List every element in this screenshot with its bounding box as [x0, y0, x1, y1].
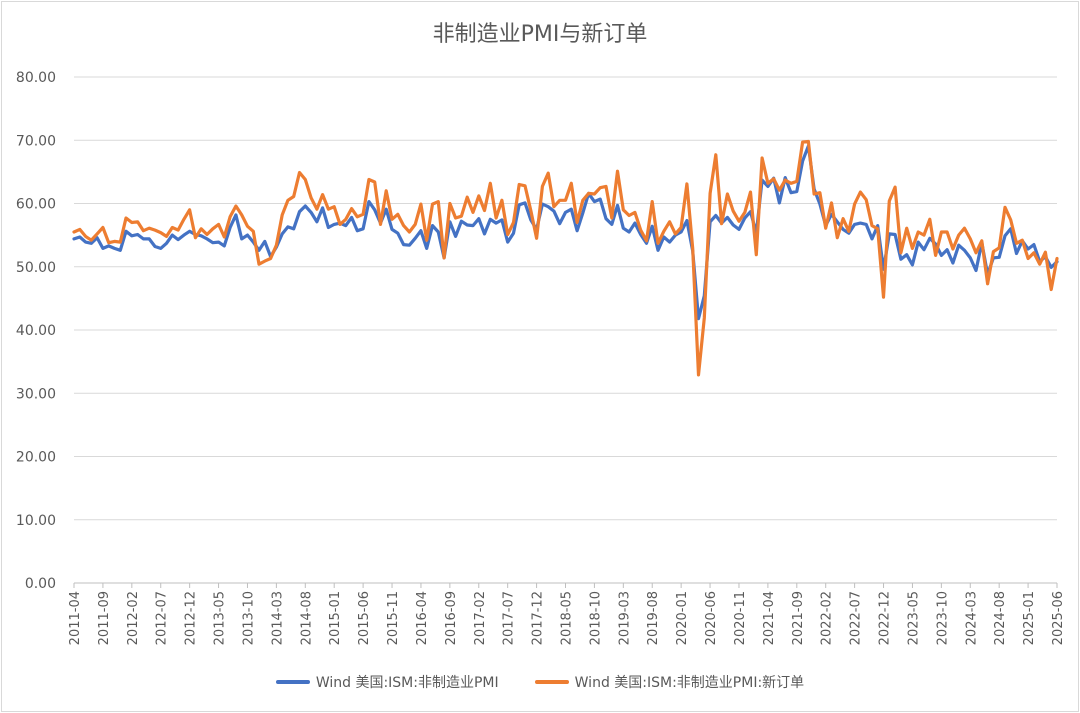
legend-item-new-orders: Wind 美国:ISM:非制造业PMI:新订单: [534, 672, 805, 692]
x-tick-label: 2019-08: [646, 591, 661, 645]
x-tick-label: 2012-12: [184, 591, 199, 645]
x-tick-label: 2023-10: [935, 591, 950, 645]
legend-swatch-new-orders: [534, 680, 569, 684]
y-tick-label: 50.00: [16, 260, 56, 276]
x-tick-label: 2013-10: [241, 591, 256, 645]
x-tick-label: 2020-06: [704, 591, 719, 645]
y-axis-ticks: 0.00 10.00 20.00 30.00 40.00 50.00 60.00 70.00 8…: [16, 70, 56, 592]
x-tick-label: 2022-07: [849, 591, 864, 645]
x-tick-label: 2016-04: [415, 591, 430, 645]
x-tick-label: 2015-06: [357, 591, 372, 645]
series-line-new-orders: [72, 139, 1059, 377]
x-tick-label: 2018-05: [560, 591, 575, 645]
x-tick-label: 2017-07: [502, 591, 517, 645]
x-tick-label: 2016-09: [444, 591, 459, 645]
x-tick-label: 2014-03: [270, 591, 285, 645]
x-tick-label: 2021-04: [762, 591, 777, 645]
x-axis-ticks: 2011-04 2011-09 2012-02 2012-07 2012-12 2013-…: [68, 583, 1066, 645]
y-tick-label: 80.00: [16, 70, 56, 86]
x-tick-label: 2025-06: [1051, 591, 1066, 645]
y-tick-label: 40.00: [16, 323, 56, 339]
x-tick-label: 2015-11: [386, 591, 401, 645]
legend-item-pmi: Wind 美国:ISM:非制造业PMI: [275, 672, 499, 692]
series-line-pmi: [72, 144, 1059, 321]
x-tick-label: 2011-09: [97, 591, 112, 645]
legend-label-pmi: Wind 美国:ISM:非制造业PMI: [315, 675, 499, 691]
y-tick-label: 10.00: [16, 513, 56, 529]
y-tick-label: 70.00: [16, 133, 56, 149]
x-tick-label: 2022-12: [878, 591, 893, 645]
grid-lines: [74, 76, 1057, 521]
legend: Wind 美国:ISM:非制造业PMI Wind 美国:ISM:非制造业PMI:…: [0, 672, 1080, 692]
x-tick-label: 2024-08: [993, 591, 1008, 645]
x-tick-label: 2022-02: [820, 591, 835, 645]
x-tick-label: 2013-05: [213, 591, 228, 645]
x-tick-label: 2025-01: [1022, 591, 1037, 645]
x-tick-label: 2020-01: [675, 591, 690, 645]
x-tick-label: 2018-10: [588, 591, 603, 645]
y-tick-label: 30.00: [16, 386, 56, 402]
x-tick-label: 2017-12: [531, 591, 546, 645]
x-tick-label: 2012-02: [126, 591, 141, 645]
legend-swatch-pmi: [275, 680, 310, 684]
y-tick-label: 0.00: [25, 576, 56, 592]
x-tick-label: 2021-09: [791, 591, 806, 645]
series-lines: [72, 139, 1059, 377]
x-tick-label: 2024-03: [964, 591, 979, 645]
x-tick-label: 2017-02: [473, 591, 488, 645]
x-tick-label: 2015-01: [328, 591, 343, 645]
x-tick-label: 2014-08: [299, 591, 314, 645]
x-tick-label: 2023-05: [906, 591, 921, 645]
legend-label-new-orders: Wind 美国:ISM:非制造业PMI:新订单: [574, 675, 805, 691]
chart-title: 非制造业PMI与新订单: [432, 22, 648, 47]
x-tick-label: 2020-11: [733, 591, 748, 645]
x-tick-label: 2012-07: [155, 591, 170, 645]
x-tick-label: 2011-04: [68, 591, 83, 645]
y-tick-label: 60.00: [16, 197, 56, 213]
x-tick-label: 2019-03: [617, 591, 632, 645]
y-tick-label: 20.00: [16, 450, 56, 466]
